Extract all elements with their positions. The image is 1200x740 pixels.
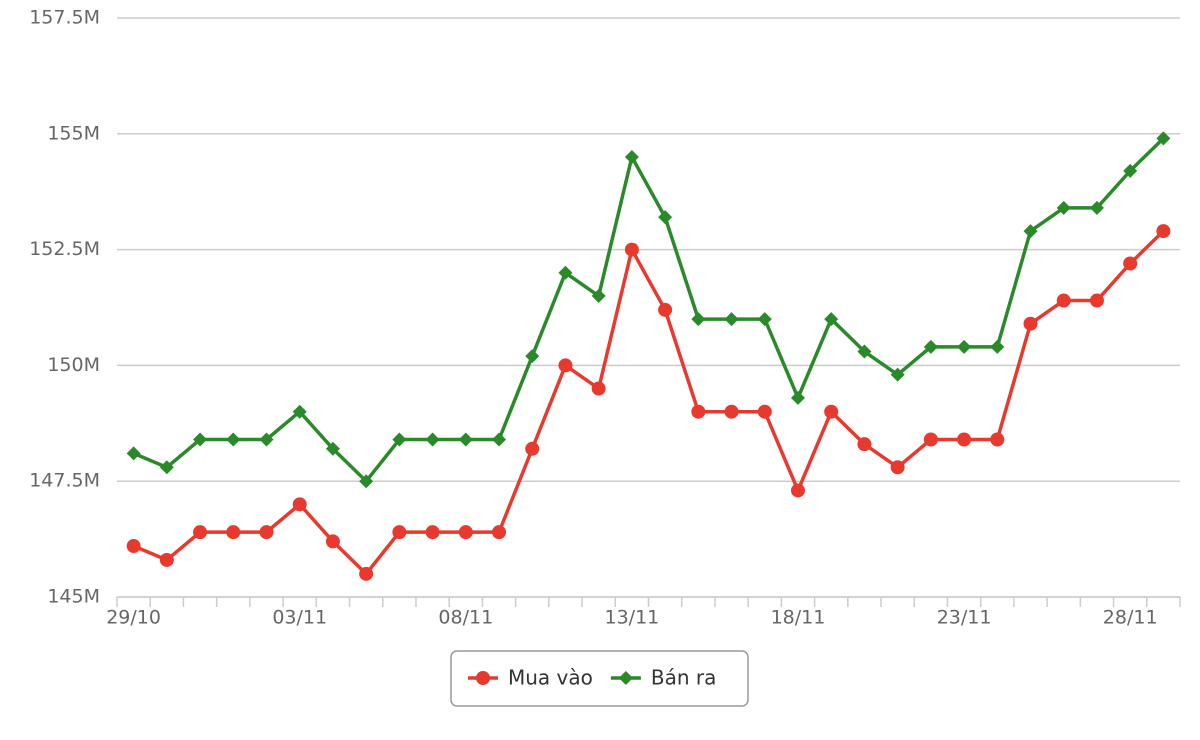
data-point: [1089, 200, 1104, 215]
data-point: [1056, 200, 1071, 215]
legend-box: [450, 650, 749, 707]
data-point: [658, 210, 673, 225]
data-point: [226, 525, 241, 540]
data-point: [591, 288, 606, 303]
data-point: [1056, 293, 1071, 308]
data-point: [990, 432, 1005, 447]
x-tick-label: 29/10: [106, 607, 161, 629]
data-point: [359, 474, 374, 489]
y-tick-label: 157.5M: [29, 7, 100, 29]
data-point: [624, 149, 639, 164]
data-point: [492, 525, 507, 540]
data-point: [658, 302, 673, 317]
data-point: [425, 432, 440, 447]
y-tick-label: 152.5M: [29, 238, 100, 260]
data-point: [359, 566, 374, 581]
data-point: [458, 432, 473, 447]
data-point: [325, 441, 340, 456]
x-tick-label: 03/11: [272, 607, 327, 629]
data-point: [492, 432, 507, 447]
data-point: [558, 265, 573, 280]
data-point: [824, 404, 839, 419]
data-point: [824, 312, 839, 327]
data-point: [990, 339, 1005, 354]
series-line: [132, 229, 1165, 577]
data-point: [1156, 224, 1171, 239]
data-point: [923, 432, 938, 447]
data-point: [890, 460, 905, 475]
data-point: [1123, 256, 1138, 271]
data-point: [1089, 293, 1104, 308]
legend-marker: [618, 671, 633, 685]
data-point: [757, 404, 772, 419]
data-point: [857, 437, 872, 452]
data-point: [790, 390, 805, 405]
data-point: [193, 432, 208, 447]
data-point: [957, 432, 972, 447]
data-point: [292, 404, 307, 419]
data-point: [126, 446, 141, 461]
data-point: [1156, 131, 1171, 146]
data-point: [259, 525, 274, 540]
legend-label[interactable]: Mua vào: [508, 666, 593, 690]
data-point: [591, 381, 606, 396]
x-tick-label: 18/11: [771, 607, 826, 629]
data-point: [691, 404, 706, 419]
data-point: [957, 339, 972, 354]
data-point: [525, 349, 540, 364]
data-point: [757, 312, 772, 327]
data-point: [691, 312, 706, 327]
data-point: [458, 525, 473, 540]
data-point: [159, 552, 174, 567]
data-point: [259, 432, 274, 447]
data-point: [193, 525, 208, 540]
data-point: [558, 358, 573, 373]
x-tick-label: 28/11: [1103, 607, 1158, 629]
data-point: [790, 483, 805, 498]
data-point: [1023, 316, 1038, 331]
data-point: [226, 432, 241, 447]
data-point: [325, 534, 340, 549]
x-tick-label: 13/11: [605, 607, 660, 629]
x-tick-label: 23/11: [937, 607, 992, 629]
y-tick-label: 145M: [47, 586, 100, 608]
data-point: [923, 339, 938, 354]
series-line: [132, 137, 1165, 484]
data-point: [392, 525, 407, 540]
data-point: [292, 497, 307, 512]
y-tick-label: 150M: [47, 354, 100, 376]
legend-label[interactable]: Bán ra: [651, 666, 717, 690]
data-point: [624, 242, 639, 257]
y-tick-label: 147.5M: [29, 470, 100, 492]
data-point: [890, 367, 905, 382]
data-point: [1123, 163, 1138, 178]
data-point: [724, 404, 739, 419]
data-point: [1023, 224, 1038, 239]
data-point: [159, 460, 174, 475]
data-point: [857, 344, 872, 359]
data-point: [724, 312, 739, 327]
data-point: [425, 525, 440, 540]
data-point: [126, 539, 141, 554]
data-point: [392, 432, 407, 447]
x-tick-label: 08/11: [438, 607, 493, 629]
y-tick-label: 155M: [47, 122, 100, 144]
legend-marker: [476, 671, 490, 685]
data-point: [525, 441, 540, 456]
